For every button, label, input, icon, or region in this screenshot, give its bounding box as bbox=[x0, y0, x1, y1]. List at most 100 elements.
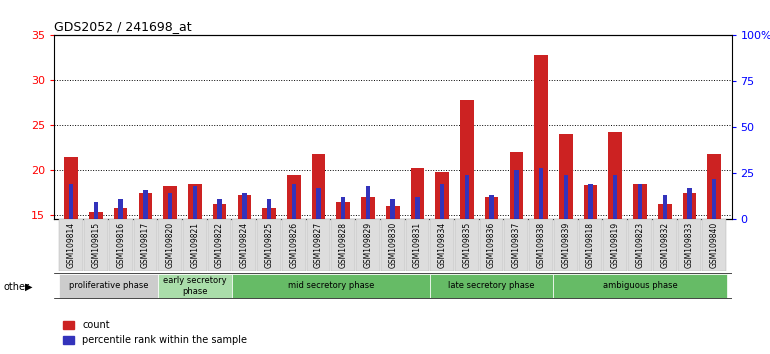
Bar bbox=[688, 188, 691, 350]
Bar bbox=[192, 186, 197, 350]
Text: GSM109831: GSM109831 bbox=[413, 222, 422, 268]
Bar bbox=[638, 184, 642, 350]
FancyBboxPatch shape bbox=[159, 219, 182, 271]
FancyBboxPatch shape bbox=[702, 219, 726, 271]
Bar bbox=[361, 197, 375, 350]
Bar bbox=[287, 175, 300, 350]
FancyBboxPatch shape bbox=[356, 219, 380, 271]
Text: GSM109836: GSM109836 bbox=[487, 222, 496, 268]
Text: GSM109814: GSM109814 bbox=[67, 222, 75, 268]
Bar bbox=[514, 170, 518, 350]
Bar bbox=[119, 199, 123, 350]
FancyBboxPatch shape bbox=[480, 219, 504, 271]
Bar bbox=[539, 168, 544, 350]
FancyBboxPatch shape bbox=[306, 219, 330, 271]
Bar bbox=[485, 197, 498, 350]
FancyBboxPatch shape bbox=[554, 274, 727, 298]
FancyBboxPatch shape bbox=[653, 219, 677, 271]
Bar bbox=[336, 201, 350, 350]
Bar bbox=[658, 204, 671, 350]
FancyBboxPatch shape bbox=[232, 274, 430, 298]
Bar bbox=[163, 186, 177, 350]
FancyBboxPatch shape bbox=[257, 219, 281, 271]
Bar bbox=[267, 199, 271, 350]
FancyBboxPatch shape bbox=[678, 219, 701, 271]
Bar bbox=[292, 184, 296, 350]
Bar bbox=[143, 190, 148, 350]
Text: GSM109838: GSM109838 bbox=[537, 222, 546, 268]
Bar bbox=[490, 195, 494, 350]
Text: GDS2052 / 241698_at: GDS2052 / 241698_at bbox=[54, 20, 192, 33]
Bar bbox=[708, 154, 721, 350]
Bar bbox=[168, 193, 172, 350]
Bar bbox=[712, 179, 716, 350]
FancyBboxPatch shape bbox=[579, 219, 602, 271]
Bar bbox=[584, 185, 598, 350]
Text: GSM109825: GSM109825 bbox=[265, 222, 273, 268]
Text: ▶: ▶ bbox=[25, 282, 33, 292]
Bar bbox=[460, 100, 474, 350]
Text: GSM109823: GSM109823 bbox=[635, 222, 644, 268]
Bar bbox=[94, 201, 98, 350]
FancyBboxPatch shape bbox=[529, 219, 553, 271]
Bar bbox=[341, 197, 346, 350]
Bar bbox=[510, 152, 523, 350]
Bar bbox=[89, 212, 102, 350]
Text: proliferative phase: proliferative phase bbox=[69, 281, 148, 290]
Text: GSM109818: GSM109818 bbox=[586, 222, 595, 268]
FancyBboxPatch shape bbox=[331, 219, 355, 271]
FancyBboxPatch shape bbox=[133, 219, 157, 271]
Bar bbox=[683, 193, 696, 350]
Bar bbox=[366, 186, 370, 350]
Bar bbox=[633, 184, 647, 350]
Text: early secretory
phase: early secretory phase bbox=[163, 276, 226, 296]
Text: GSM109840: GSM109840 bbox=[710, 222, 718, 268]
Bar bbox=[188, 184, 202, 350]
Text: GSM109815: GSM109815 bbox=[92, 222, 100, 268]
Bar bbox=[588, 184, 593, 350]
Bar bbox=[114, 208, 128, 350]
Bar bbox=[139, 193, 152, 350]
Text: GSM109837: GSM109837 bbox=[512, 222, 521, 268]
Text: GSM109828: GSM109828 bbox=[339, 222, 348, 268]
FancyBboxPatch shape bbox=[208, 219, 232, 271]
FancyBboxPatch shape bbox=[233, 219, 256, 271]
Bar bbox=[316, 188, 321, 350]
Text: other: other bbox=[4, 282, 30, 292]
Text: GSM109827: GSM109827 bbox=[314, 222, 323, 268]
Text: GSM109819: GSM109819 bbox=[611, 222, 620, 268]
Text: GSM109830: GSM109830 bbox=[388, 222, 397, 268]
Bar bbox=[69, 184, 73, 350]
FancyBboxPatch shape bbox=[430, 274, 554, 298]
FancyBboxPatch shape bbox=[109, 219, 132, 271]
Text: GSM109835: GSM109835 bbox=[463, 222, 471, 268]
Text: GSM109822: GSM109822 bbox=[215, 222, 224, 268]
FancyBboxPatch shape bbox=[430, 219, 454, 271]
Bar bbox=[559, 134, 573, 350]
Text: GSM109826: GSM109826 bbox=[290, 222, 298, 268]
Text: late secretory phase: late secretory phase bbox=[448, 281, 535, 290]
Bar bbox=[608, 132, 622, 350]
Bar bbox=[217, 199, 222, 350]
Bar bbox=[613, 175, 618, 350]
FancyBboxPatch shape bbox=[554, 219, 578, 271]
Text: GSM109820: GSM109820 bbox=[166, 222, 175, 268]
FancyBboxPatch shape bbox=[59, 274, 158, 298]
Bar bbox=[534, 55, 548, 350]
Text: GSM109821: GSM109821 bbox=[190, 222, 199, 268]
FancyBboxPatch shape bbox=[504, 219, 528, 271]
Text: GSM109839: GSM109839 bbox=[561, 222, 571, 268]
Text: GSM109834: GSM109834 bbox=[437, 222, 447, 268]
Bar bbox=[65, 156, 78, 350]
Bar bbox=[464, 175, 469, 350]
FancyBboxPatch shape bbox=[604, 219, 627, 271]
FancyBboxPatch shape bbox=[183, 219, 206, 271]
Text: GSM109832: GSM109832 bbox=[660, 222, 669, 268]
FancyBboxPatch shape bbox=[381, 219, 404, 271]
Bar bbox=[237, 195, 251, 350]
FancyBboxPatch shape bbox=[84, 219, 108, 271]
Bar bbox=[415, 197, 420, 350]
Bar bbox=[564, 175, 568, 350]
FancyBboxPatch shape bbox=[406, 219, 430, 271]
Bar bbox=[410, 168, 424, 350]
